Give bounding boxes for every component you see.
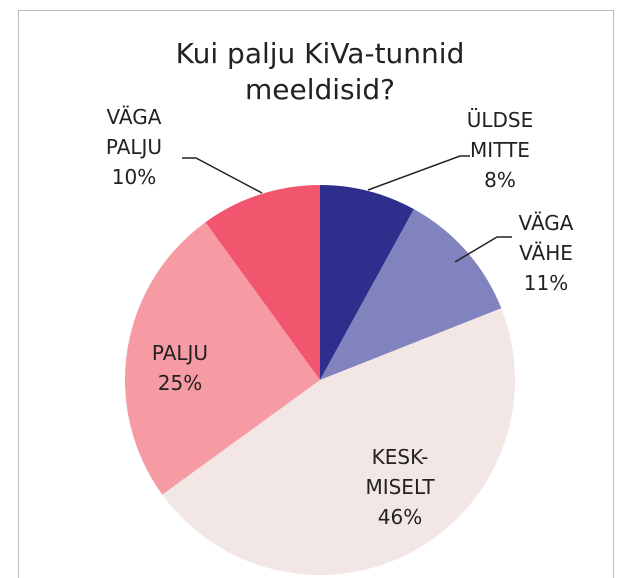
slice-label: PALJU — [151, 341, 209, 365]
leader-line — [454, 236, 512, 263]
slice-label: KESK- MISELT — [365, 445, 435, 499]
slice-label: VÄGA PALJU — [105, 105, 163, 159]
pie-slice — [205, 185, 320, 380]
slice-value-label: 25% — [157, 371, 203, 395]
slice-label: ÜLDSE MITTE — [466, 108, 534, 162]
slice-label: VÄGA VÄHE — [518, 211, 574, 265]
pie-slice — [162, 308, 516, 576]
slice-value-label: 8% — [484, 168, 516, 192]
slice-value-label: 11% — [523, 271, 569, 295]
leader-line — [182, 157, 263, 194]
slice-value-label: 46% — [377, 505, 423, 529]
pie-slice — [320, 185, 414, 380]
chart-title: Kui palju KiVa-tunnid meeldisid? — [175, 37, 465, 106]
pie-slice — [320, 209, 502, 380]
chart-frame — [18, 10, 614, 578]
leader-line — [367, 155, 470, 191]
slice-value-label: 10% — [111, 165, 157, 189]
pie-slice — [125, 222, 320, 495]
